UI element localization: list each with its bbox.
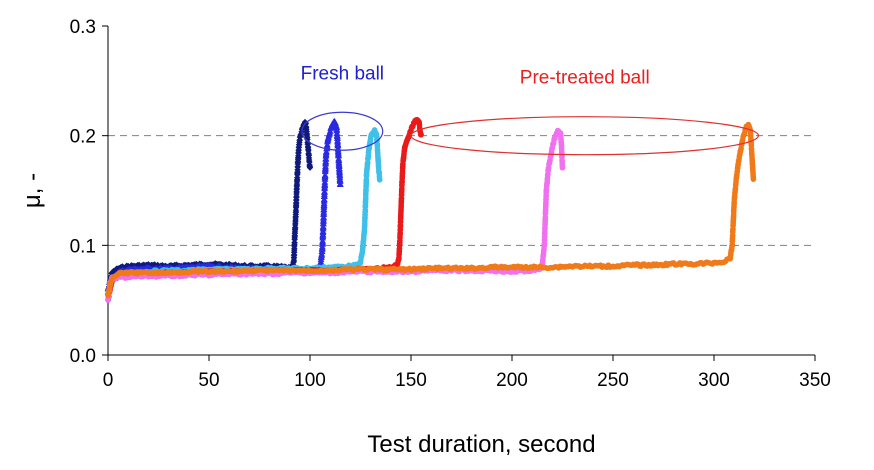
- annotation-label-1: Fresh ball: [301, 63, 384, 84]
- x-tick-label: 150: [395, 370, 427, 391]
- x-tick-label: 100: [294, 370, 326, 391]
- data-point: [319, 237, 327, 244]
- annotation-layer: Fresh ball Pre-treated ball: [301, 63, 760, 156]
- data-point: [151, 261, 158, 268]
- data-point: [291, 239, 298, 247]
- data-point: [336, 180, 344, 188]
- x-tick-label: 250: [597, 370, 629, 391]
- x-axis-title: Test duration, second: [367, 431, 595, 458]
- data-point: [376, 177, 383, 183]
- y-tick-label: 0.2: [70, 127, 96, 148]
- data-point: [335, 152, 342, 159]
- annotation-label-2: Pre-treated ball: [520, 68, 650, 89]
- y-tick-label: 0.0: [70, 346, 96, 367]
- data-point: [306, 164, 314, 171]
- y-axis-title: μ, -: [19, 173, 46, 208]
- data-point: [750, 176, 757, 182]
- x-tick-label: 200: [496, 370, 528, 391]
- data-point: [323, 141, 331, 148]
- grid-layer: [108, 135, 815, 246]
- label-layer: 0.0 0.1 0.2 0.3 0 50 100 150 200 250 300 350 Test du…: [19, 17, 831, 458]
- data-point: [559, 164, 566, 171]
- data-point: [321, 171, 329, 178]
- annotation-ellipse-2: [410, 116, 760, 156]
- y-tick-label: 0.3: [70, 17, 96, 38]
- annotation-ellipse-1: [301, 111, 384, 151]
- data-point: [321, 188, 328, 195]
- series-6: [105, 121, 757, 299]
- data-point: [320, 196, 328, 203]
- x-tick-label: 350: [799, 370, 831, 391]
- series-layer: [104, 116, 757, 303]
- y-tick-label: 0.1: [70, 236, 96, 257]
- axis-layer: [102, 25, 816, 361]
- x-tick-label: 50: [198, 370, 219, 391]
- data-point: [418, 131, 424, 138]
- x-tick-label: 0: [103, 370, 114, 391]
- x-tick-label: 300: [698, 370, 730, 391]
